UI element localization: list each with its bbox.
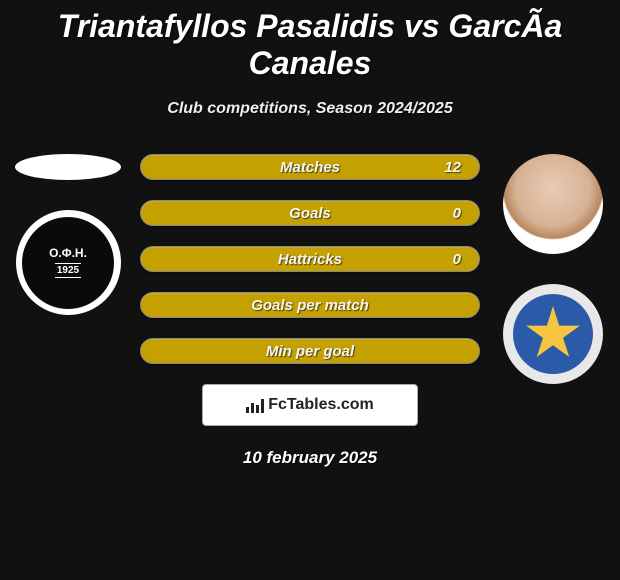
stat-bar-min-per-goal: Min per goal — [140, 338, 480, 364]
club1-name: O.Φ.H. — [49, 247, 87, 260]
stat-label: Min per goal — [266, 343, 354, 360]
stat-label: Goals per match — [251, 297, 369, 314]
right-player-column — [498, 154, 608, 384]
stat-label: Matches — [280, 159, 340, 176]
player2-avatar — [503, 154, 603, 254]
date-text: 10 february 2025 — [0, 448, 620, 468]
stat-bar-goals: Goals 0 — [140, 200, 480, 226]
left-player-column: O.Φ.H. 1925 — [8, 154, 128, 315]
badge-text: FcTables.com — [268, 396, 374, 414]
stat-value: 0 — [453, 205, 461, 222]
player2-club-logo — [503, 284, 603, 384]
stat-bar-hattricks: Hattricks 0 — [140, 246, 480, 272]
stat-bar-goals-per-match: Goals per match — [140, 292, 480, 318]
page-subtitle: Club competitions, Season 2024/2025 — [0, 100, 620, 118]
club2-star-icon — [525, 306, 581, 362]
player1-avatar — [15, 154, 121, 180]
stat-bar-matches: Matches 12 — [140, 154, 480, 180]
stat-value: 12 — [444, 159, 461, 176]
club1-logo-text: O.Φ.H. 1925 — [49, 247, 87, 277]
player1-club-logo: O.Φ.H. 1925 — [16, 210, 121, 315]
stat-label: Hattricks — [278, 251, 342, 268]
source-badge[interactable]: FcTables.com — [202, 384, 418, 426]
stat-bars: Matches 12 Goals 0 Hattricks 0 Goals per… — [140, 154, 480, 364]
stat-label: Goals — [289, 205, 331, 222]
page-title: Triantafyllos Pasalidis vs GarcÃ­a Canal… — [0, 0, 620, 82]
content-area: O.Φ.H. 1925 Matches 12 Goals 0 Hattricks… — [0, 154, 620, 468]
stat-value: 0 — [453, 251, 461, 268]
bar-chart-icon — [246, 397, 264, 413]
club1-year: 1925 — [55, 263, 81, 278]
